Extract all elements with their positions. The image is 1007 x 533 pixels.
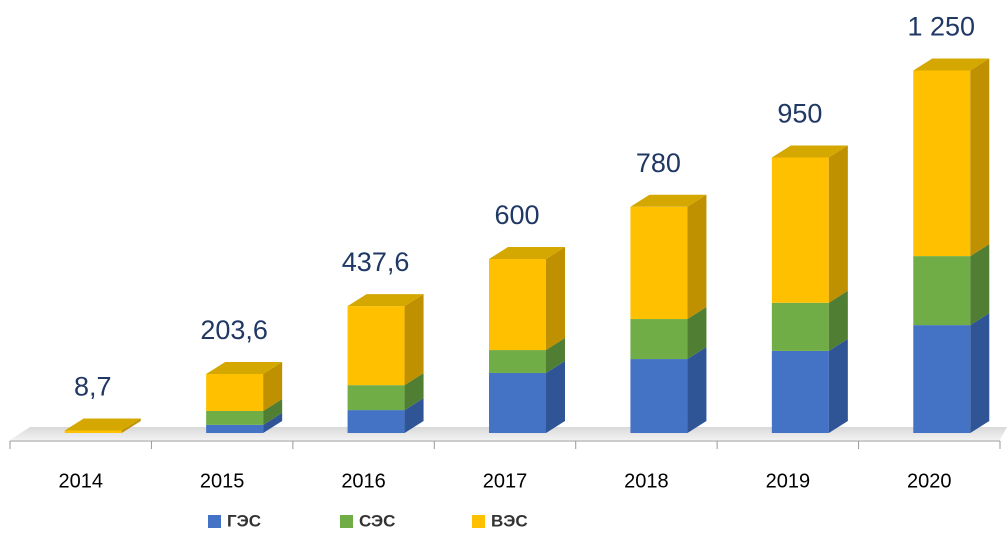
bar-side	[263, 361, 283, 411]
bar-top	[347, 294, 424, 307]
total-label: 1 250	[907, 12, 975, 42]
legend-swatch	[208, 515, 221, 528]
bar-side	[263, 412, 283, 433]
bar-segment	[206, 373, 264, 411]
x-tick-label: 2015	[200, 470, 245, 492]
x-tick-label: 2020	[907, 470, 952, 492]
bar-top	[630, 194, 707, 207]
bar-segment	[347, 306, 405, 386]
total-label: 203,6	[200, 315, 268, 345]
bar-side	[263, 398, 283, 425]
x-tick-label: 2014	[58, 470, 103, 492]
bar-segment	[630, 359, 688, 433]
bar-side	[404, 398, 424, 433]
x-tick-label: 2016	[341, 470, 386, 492]
bar-side	[687, 347, 707, 433]
bar-segment	[347, 385, 405, 411]
bar-segment	[913, 256, 971, 326]
bar-top	[771, 145, 848, 158]
bar-segment	[771, 157, 829, 303]
bar-side	[546, 338, 565, 373]
bar-segment	[913, 70, 971, 257]
bar-top	[489, 247, 565, 259]
bar-side	[828, 338, 848, 433]
bar-side	[970, 58, 990, 257]
legend-swatch	[340, 515, 353, 528]
bar-side	[970, 313, 990, 433]
legend-label: СЭС	[359, 511, 395, 530]
bar-segment	[771, 350, 829, 433]
bar-side	[687, 307, 707, 360]
bar-side	[828, 290, 848, 351]
total-label: 8,7	[74, 372, 112, 402]
x-tick-label: 2018	[624, 470, 669, 492]
bar-segment	[630, 206, 688, 320]
bar-segment	[630, 319, 688, 360]
total-label: 950	[777, 99, 822, 129]
bar-side	[546, 360, 565, 433]
bar-side	[828, 145, 848, 303]
bar-segment	[206, 410, 264, 425]
total-label: 437,6	[342, 247, 410, 277]
legend-swatch	[472, 515, 485, 528]
bar-top	[913, 58, 990, 71]
bar-segment	[489, 372, 546, 433]
bar-side	[404, 294, 424, 386]
bar-side	[970, 244, 990, 326]
legend-label: ВЭС	[491, 511, 528, 530]
bar-segment	[771, 302, 829, 351]
bar-side	[404, 373, 424, 411]
bar-top	[64, 418, 141, 431]
bar-segment	[489, 259, 546, 351]
bar-segment	[489, 350, 546, 373]
bar-top	[206, 361, 283, 374]
total-label: 600	[494, 200, 539, 230]
bar-segment	[347, 410, 405, 433]
x-tick-label: 2017	[483, 470, 528, 492]
bar-side	[121, 418, 141, 433]
bar-segment	[913, 325, 971, 433]
bar-side	[546, 247, 565, 351]
total-label: 780	[636, 148, 681, 178]
bar-side	[687, 194, 707, 320]
legend-label: ГЭС	[227, 511, 261, 530]
bar-segment	[206, 424, 264, 433]
x-tick-label: 2019	[766, 470, 811, 492]
bar-segment	[64, 430, 122, 433]
